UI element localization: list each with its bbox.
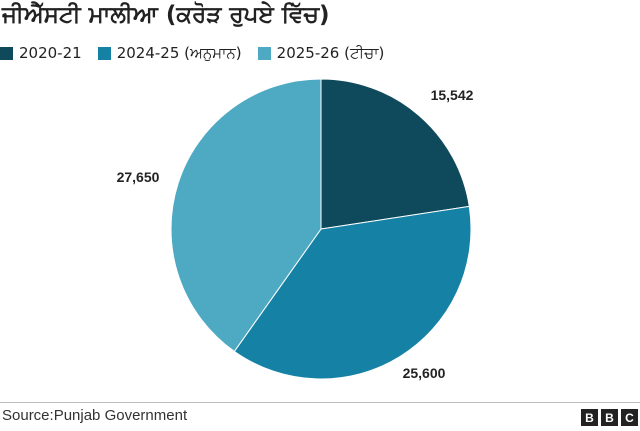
legend-item-2020-21: 2020-21: [0, 44, 82, 62]
value-label-2020-21: 15,542: [431, 87, 474, 103]
bbc-logo-letter-1: B: [581, 409, 598, 426]
source-text: Source:Punjab Government: [2, 407, 188, 424]
bbc-logo: B B C: [578, 409, 638, 426]
footer-divider: [0, 402, 640, 403]
value-label-2024-25: 25,600: [403, 365, 446, 381]
pie-slice-2020-21: [320, 78, 470, 230]
legend-label-2020-21: 2020-21: [19, 44, 82, 62]
legend-swatch-2020-21: [0, 46, 13, 60]
legend-item-2024-25: 2024-25 (ਅਨੁਮਾਨ): [97, 44, 242, 62]
chart-title: ਜੀਐੱਸਟੀ ਮਾਲੀਆ (ਕਰੋੜ ਰੁਪਏ ਵਿੱਚ): [2, 2, 330, 28]
bbc-logo-letter-2: B: [601, 409, 618, 426]
value-label-2025-26: 27,650: [117, 169, 160, 185]
legend-label-2025-26: 2025-26 (ਟੀਚਾ): [276, 44, 385, 62]
pie-chart: 15,542 25,600 27,650: [117, 78, 474, 381]
legend-swatch-2025-26: [257, 46, 271, 60]
legend-item-2025-26: 2025-26 (ਟੀਚਾ): [257, 44, 385, 62]
pie-slice-2024-25: [233, 205, 472, 380]
bbc-logo-letter-3: C: [621, 409, 638, 426]
legend-swatch-2024-25: [97, 46, 111, 60]
legend: 2020-21 2024-25 (ਅਨੁਮਾਨ) 2025-26 (ਟੀਚਾ): [0, 44, 400, 62]
pie-slice-2025-26: [170, 78, 322, 353]
legend-label-2024-25: 2024-25 (ਅਨੁਮਾਨ): [116, 44, 242, 62]
